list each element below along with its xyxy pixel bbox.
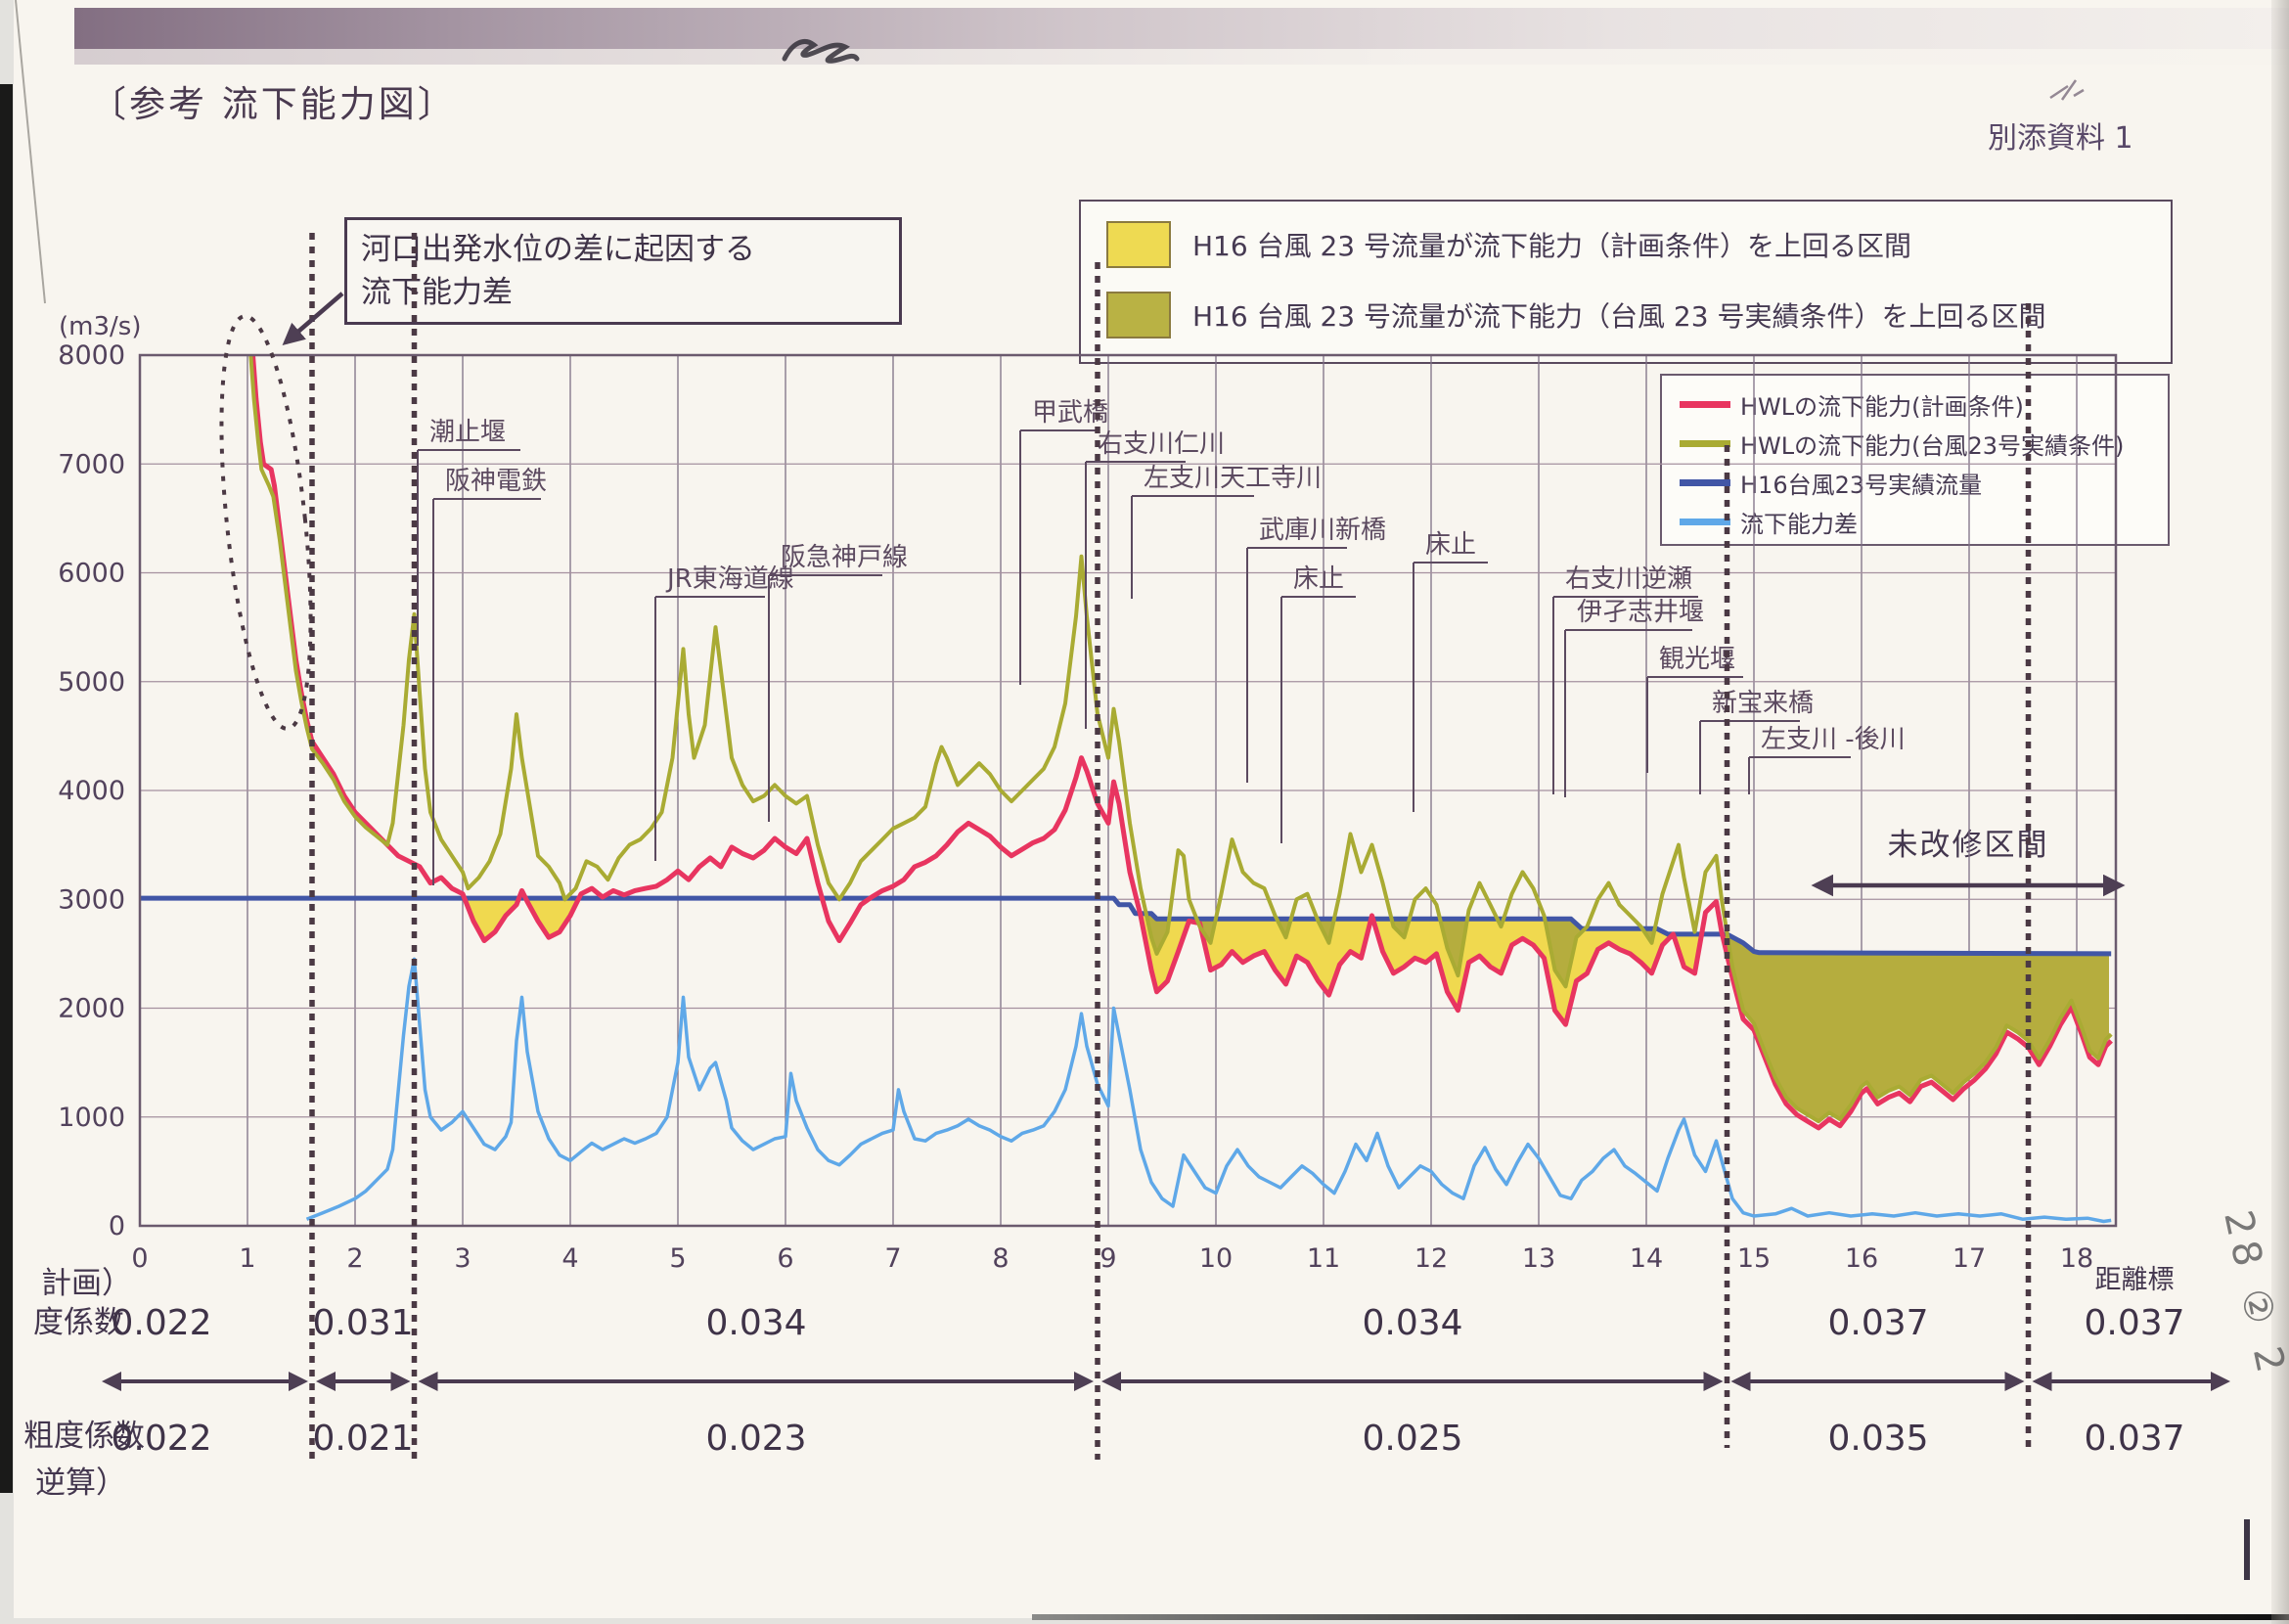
fill-legend-label: H16 台風 23 号流量が流下能力（計画条件）を上回る区間 bbox=[1192, 230, 1912, 262]
svg-text:0.022: 0.022 bbox=[111, 1303, 211, 1343]
svg-text:0.031: 0.031 bbox=[312, 1303, 413, 1343]
coef-row2-label-sub: 逆算） bbox=[35, 1466, 126, 1501]
svg-text:11: 11 bbox=[1307, 1243, 1340, 1274]
svg-text:床止: 床止 bbox=[1425, 530, 1476, 560]
scan-shadow-band bbox=[74, 8, 2289, 49]
svg-text:0.025: 0.025 bbox=[1362, 1419, 1462, 1459]
coef-row1-label-2: 度係数 bbox=[33, 1305, 124, 1340]
svg-text:6: 6 bbox=[777, 1243, 793, 1274]
svg-text:武庫川新橋: 武庫川新橋 bbox=[1259, 516, 1386, 545]
svg-text:(m3/s): (m3/s) bbox=[59, 312, 141, 341]
coef-row2-label: 粗度係数 bbox=[23, 1419, 145, 1454]
svg-text:5: 5 bbox=[669, 1243, 686, 1274]
coef-row1-label-1: 計画） bbox=[41, 1266, 132, 1301]
svg-text:0.023: 0.023 bbox=[705, 1419, 806, 1459]
svg-text:0.034: 0.034 bbox=[1362, 1303, 1462, 1343]
plot-area bbox=[140, 354, 2113, 1224]
svg-text:18: 18 bbox=[2060, 1243, 2093, 1274]
svg-text:0.021: 0.021 bbox=[312, 1419, 413, 1459]
svg-text:0.037: 0.037 bbox=[2084, 1419, 2184, 1459]
svg-text:3: 3 bbox=[454, 1243, 471, 1274]
callout-line-2: 流下能力差 bbox=[361, 275, 513, 311]
svg-text:8000: 8000 bbox=[58, 340, 125, 371]
svg-text:2: 2 bbox=[346, 1243, 363, 1274]
scan-bottom-edge bbox=[1032, 1614, 2289, 1620]
svg-text:6000: 6000 bbox=[58, 559, 125, 589]
scan-edge-strip bbox=[0, 84, 13, 1493]
svg-text:0: 0 bbox=[131, 1243, 148, 1274]
svg-text:5000: 5000 bbox=[58, 667, 125, 698]
callout-box: 河口出発水位の差に起因する 流下能力差 bbox=[344, 217, 902, 326]
olive-line-swatch bbox=[1680, 439, 1730, 447]
svg-text:0.037: 0.037 bbox=[2084, 1303, 2184, 1343]
line-legend-item: 流下能力差 bbox=[1680, 507, 1858, 538]
svg-text:左支川天工寺川: 左支川天工寺川 bbox=[1144, 464, 1322, 493]
svg-text:0.034: 0.034 bbox=[705, 1303, 806, 1343]
callout-line-1: 河口出発水位の差に起因する bbox=[361, 232, 755, 267]
yellow-swatch bbox=[1106, 221, 1171, 268]
svg-text:9: 9 bbox=[1100, 1243, 1116, 1274]
line-legend-item: HWLの流下能力(計画条件) bbox=[1680, 389, 2024, 421]
svg-text:左支川 -後川: 左支川 -後川 bbox=[1761, 725, 1906, 754]
svg-text:17: 17 bbox=[1952, 1243, 1986, 1274]
svg-text:1: 1 bbox=[239, 1243, 255, 1274]
svg-text:阪急神戸線: 阪急神戸線 bbox=[781, 543, 908, 572]
attachment-ref: 別添資料 1 bbox=[1988, 121, 2133, 156]
svg-text:0.035: 0.035 bbox=[1827, 1419, 1928, 1459]
distance-marker-label: 距離標 bbox=[2094, 1265, 2175, 1295]
line-legend-label: HWLの流下能力(台風23号実績条件) bbox=[1740, 431, 2125, 460]
svg-text:伊孑志井堰: 伊孑志井堰 bbox=[1577, 598, 1704, 627]
red-line-swatch bbox=[1680, 400, 1730, 408]
blue-line-swatch bbox=[1680, 478, 1730, 486]
svg-text:阪神電鉄: 阪神電鉄 bbox=[445, 467, 547, 496]
fill-legend-label: H16 台風 23 号流量が流下能力（台風 23 号実績条件）を上回る区間 bbox=[1192, 300, 2046, 333]
svg-text:13: 13 bbox=[1522, 1243, 1555, 1274]
svg-text:観光堰: 観光堰 bbox=[1659, 645, 1735, 674]
svg-text:4000: 4000 bbox=[58, 776, 125, 806]
paper-right-edge bbox=[2271, 0, 2289, 1624]
olive-swatch bbox=[1106, 292, 1171, 338]
svg-text:床止: 床止 bbox=[1293, 564, 1344, 594]
line-legend-label: HWLの流下能力(計画条件) bbox=[1740, 392, 2024, 421]
fill-legend: H16 台風 23 号流量が流下能力（計画条件）を上回る区間 H16 台風 23… bbox=[1079, 200, 2173, 364]
svg-text:JR東海道線: JR東海道線 bbox=[665, 564, 794, 594]
svg-text:0: 0 bbox=[109, 1211, 125, 1241]
svg-text:15: 15 bbox=[1737, 1243, 1771, 1274]
svg-text:3000: 3000 bbox=[58, 884, 125, 915]
page-title: 〔参考 流下能力図〕 bbox=[90, 83, 457, 125]
svg-text:2000: 2000 bbox=[58, 994, 125, 1024]
lightblue-line-swatch bbox=[1680, 518, 1730, 525]
svg-text:0.037: 0.037 bbox=[1827, 1303, 1928, 1343]
line-legend-item: HWLの流下能力(台風23号実績条件) bbox=[1680, 429, 2125, 460]
svg-text:7000: 7000 bbox=[58, 449, 125, 479]
svg-text:右支川仁川: 右支川仁川 bbox=[1098, 429, 1225, 459]
fill-legend-item: H16 台風 23 号流量が流下能力（台風 23 号実績条件）を上回る区間 bbox=[1106, 292, 2045, 338]
fill-legend-item: H16 台風 23 号流量が流下能力（計画条件）を上回る区間 bbox=[1106, 221, 1911, 268]
line-legend-label: 流下能力差 bbox=[1740, 510, 1858, 538]
scan-shadow-band-2 bbox=[74, 49, 2289, 65]
svg-text:10: 10 bbox=[1199, 1243, 1233, 1274]
svg-text:16: 16 bbox=[1845, 1243, 1878, 1274]
scan-artifact-mark bbox=[2244, 1519, 2250, 1580]
svg-text:8: 8 bbox=[992, 1243, 1009, 1274]
svg-text:14: 14 bbox=[1630, 1243, 1663, 1274]
unimproved-section-label: 未改修区間 bbox=[1887, 828, 2049, 863]
svg-text:右支川逆瀬: 右支川逆瀬 bbox=[1565, 564, 1692, 594]
svg-text:12: 12 bbox=[1414, 1243, 1448, 1274]
svg-text:4: 4 bbox=[561, 1243, 578, 1274]
svg-text:潮止堰: 潮止堰 bbox=[429, 418, 506, 447]
structure-annotations bbox=[417, 429, 1851, 885]
svg-text:7: 7 bbox=[884, 1243, 901, 1274]
svg-text:0.022: 0.022 bbox=[111, 1419, 211, 1459]
svg-text:1000: 1000 bbox=[58, 1103, 125, 1133]
